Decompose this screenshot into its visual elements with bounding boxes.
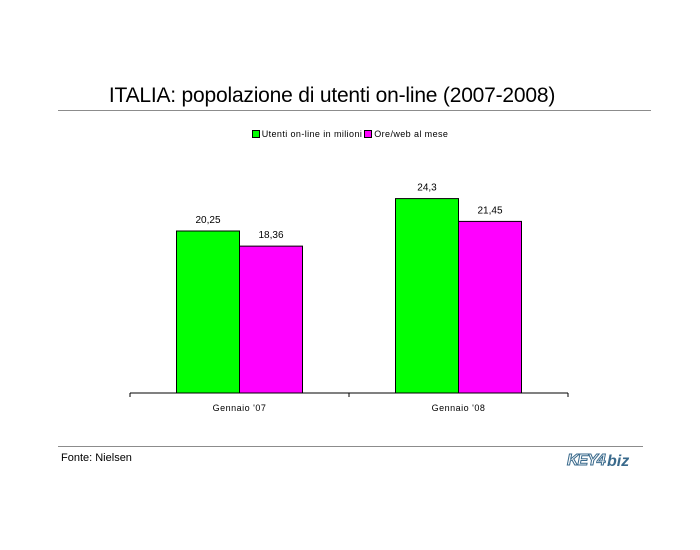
key4biz-logo: KEY4 biz xyxy=(567,452,630,471)
chart-title: ITALIA: popolazione di utenti on-line (2… xyxy=(108,84,556,107)
bar-ore-1 xyxy=(458,220,522,394)
category-label-0: Gennaio '07 xyxy=(213,403,267,413)
data-label-ore-0: 18,36 xyxy=(258,230,283,241)
legend-label-utenti: Utenti on-line in milioni xyxy=(261,129,363,139)
data-label-ore-1: 21,45 xyxy=(477,205,502,216)
legend-swatch-green xyxy=(251,130,260,138)
title-divider xyxy=(58,110,651,111)
bar-utenti-0 xyxy=(176,230,240,394)
data-label-utenti-0: 20,25 xyxy=(195,215,220,226)
category-label-1: Gennaio '08 xyxy=(432,403,486,413)
footer-divider xyxy=(58,446,643,447)
legend: Utenti on-line in milioni Ore/web al mes… xyxy=(0,129,700,139)
data-label-utenti-1: 24,3 xyxy=(417,183,437,194)
legend-label-ore: Ore/web al mese xyxy=(374,129,449,139)
bar-ore-0 xyxy=(239,245,303,394)
legend-swatch-magenta xyxy=(364,130,373,138)
bar-utenti-1 xyxy=(395,198,459,394)
legend-item-utenti: Utenti on-line in milioni xyxy=(251,129,363,139)
legend-item-ore: Ore/web al mese xyxy=(364,129,448,139)
source-note: Fonte: Nielsen xyxy=(61,452,132,464)
